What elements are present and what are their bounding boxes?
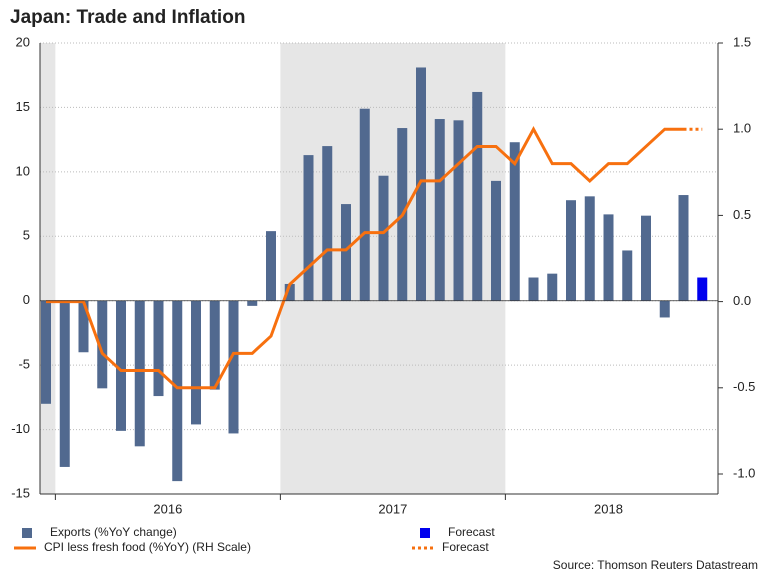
y-tick-label: -5	[18, 357, 30, 372]
bar	[247, 300, 258, 306]
bar	[547, 273, 558, 301]
bar	[491, 180, 501, 301]
bar	[341, 204, 351, 301]
legend-label: Exports (%YoY change)	[50, 525, 177, 539]
y-tick-label: 0	[23, 292, 30, 307]
bar	[359, 108, 370, 301]
bar	[303, 155, 314, 301]
bar	[434, 119, 445, 301]
bar	[659, 300, 670, 318]
y2-tick-label: 0.5	[733, 207, 751, 222]
y-tick-label: 10	[16, 163, 30, 178]
legend-label: Forecast	[448, 525, 495, 539]
line	[46, 126, 684, 390]
legend-label: Forecast	[442, 540, 489, 554]
legend-swatch	[22, 528, 32, 538]
bar	[678, 195, 689, 301]
bar	[603, 214, 614, 301]
bar	[472, 91, 483, 301]
y2-tick-label: 1.5	[733, 34, 751, 49]
y-tick-label: -15	[11, 485, 30, 500]
bar	[78, 300, 89, 353]
legend-swatch	[420, 528, 430, 538]
bar	[322, 146, 333, 301]
y2-tick-label: 1.0	[733, 121, 751, 136]
bar	[566, 200, 576, 301]
bar	[191, 300, 201, 425]
bar	[97, 300, 108, 389]
bar	[697, 277, 708, 301]
bar	[453, 120, 464, 301]
bar	[134, 300, 145, 447]
bar	[172, 300, 183, 482]
bar	[416, 67, 426, 301]
bar	[266, 231, 276, 301]
shade	[40, 43, 56, 494]
bar	[284, 283, 295, 301]
shade	[280, 43, 506, 494]
bar	[584, 196, 595, 301]
source: Source: Thomson Reuters Datastream	[553, 558, 758, 572]
bar	[116, 300, 126, 431]
y2-tick-label: 0.0	[733, 293, 751, 308]
bar	[509, 142, 520, 301]
y-tick-label: 15	[16, 99, 30, 114]
bar	[378, 175, 389, 301]
bar	[59, 300, 70, 467]
bar	[153, 300, 164, 397]
x-group-label: 2018	[594, 501, 623, 516]
x-group-label: 2017	[378, 501, 407, 516]
bar	[41, 300, 51, 404]
bar	[622, 250, 633, 301]
y-tick-label: 5	[23, 228, 30, 243]
bar	[228, 300, 239, 434]
y-tick-label: -10	[11, 421, 30, 436]
x-group-label: 2016	[153, 501, 182, 516]
y-tick-label: 20	[16, 34, 30, 49]
legend-label: CPI less fresh food (%YoY) (RH Scale)	[44, 540, 251, 554]
bar	[528, 277, 539, 301]
chart-title: Japan: Trade and Inflation	[10, 7, 245, 28]
y2-tick-label: -0.5	[733, 379, 755, 394]
y2-tick-label: -1.0	[733, 465, 755, 480]
bar	[209, 300, 220, 390]
bar	[641, 215, 651, 301]
